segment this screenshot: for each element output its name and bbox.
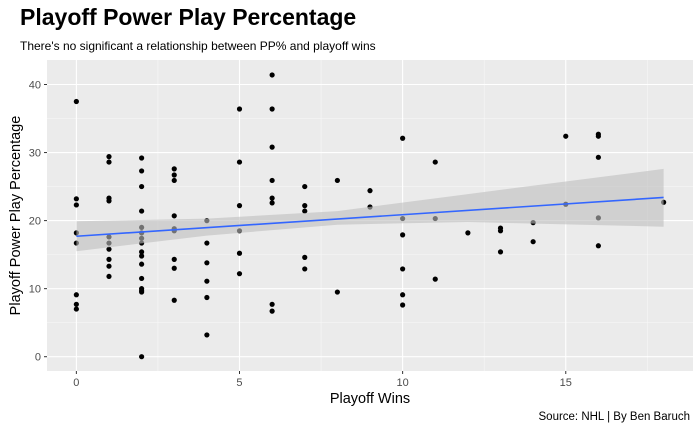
data-point — [400, 302, 406, 308]
data-point — [530, 239, 536, 245]
data-point — [400, 135, 406, 141]
trend-line — [76, 196, 664, 238]
data-point — [236, 250, 243, 256]
data-point — [106, 198, 112, 204]
data-point — [269, 144, 275, 150]
data-point — [171, 177, 177, 184]
data-point — [139, 275, 145, 282]
data-point — [497, 228, 504, 234]
data-point — [269, 200, 275, 206]
data-point — [432, 276, 438, 282]
data-point — [497, 249, 504, 255]
data-point — [334, 289, 340, 295]
data-point — [400, 232, 406, 238]
data-point — [139, 183, 145, 190]
y-axis-ticks: 0 10 20 30 40 — [29, 79, 47, 364]
x-tick-label: 15 — [560, 377, 572, 389]
data-point — [171, 265, 177, 271]
data-point — [139, 155, 145, 161]
data-point — [400, 266, 406, 272]
data-point — [171, 297, 177, 303]
data-point — [236, 203, 243, 209]
data-point — [204, 278, 210, 284]
x-axis-title: Playoff Wins — [330, 391, 410, 407]
data-point — [139, 261, 145, 267]
data-point — [171, 213, 177, 219]
data-point — [302, 208, 308, 214]
data-point — [269, 195, 275, 201]
y-axis-title: Playoff Power Play Percentage — [8, 116, 24, 316]
data-point — [106, 159, 112, 165]
y-tick-label: 10 — [29, 284, 41, 296]
data-point — [73, 98, 79, 105]
data-point — [73, 301, 79, 307]
data-point — [73, 196, 79, 202]
data-point — [106, 273, 112, 280]
x-tick-label: 10 — [397, 377, 409, 389]
data-point — [139, 208, 145, 214]
data-point — [432, 159, 438, 165]
source-caption: Source: NHL | By Ben Baruch — [538, 411, 691, 423]
data-point — [269, 308, 275, 314]
data-point — [367, 188, 373, 194]
chart-subtitle: There's no significant a relationship be… — [20, 39, 376, 53]
data-point — [302, 254, 308, 260]
data-point — [236, 159, 243, 165]
data-point — [73, 306, 79, 312]
data-point — [106, 154, 112, 160]
data-point — [302, 203, 308, 209]
data-point — [106, 246, 112, 252]
data-point — [563, 133, 569, 139]
x-axis-ticks: 0 5 10 15 — [73, 371, 572, 389]
data-point — [269, 301, 275, 307]
chart-title: Playoff Power Play Percentage — [20, 4, 357, 30]
data-point — [465, 230, 471, 236]
data-point — [204, 332, 210, 338]
data-point — [400, 292, 406, 298]
data-point — [269, 106, 275, 112]
data-point — [236, 106, 243, 112]
data-point — [139, 168, 145, 174]
y-tick-label: 40 — [29, 79, 41, 91]
data-point — [204, 240, 210, 246]
data-point — [269, 177, 275, 184]
data-point — [171, 172, 177, 178]
y-tick-label: 30 — [29, 148, 41, 160]
data-point — [139, 354, 145, 360]
data-point — [106, 263, 112, 269]
y-tick-label: 0 — [35, 352, 41, 364]
data-point — [269, 72, 275, 78]
data-point — [204, 294, 210, 301]
data-point — [334, 177, 340, 184]
data-point — [302, 266, 308, 272]
data-point — [139, 249, 145, 255]
data-point — [171, 166, 177, 172]
data-point — [139, 289, 145, 295]
data-point — [204, 260, 210, 266]
data-point — [236, 271, 243, 277]
data-point — [73, 292, 79, 298]
data-point — [106, 256, 112, 262]
data-point — [139, 253, 145, 259]
confidence-band — [76, 168, 664, 252]
data-point — [171, 256, 177, 262]
x-tick-label: 5 — [236, 377, 242, 389]
data-point — [302, 183, 308, 190]
data-point — [595, 154, 601, 160]
data-points — [73, 72, 667, 360]
x-tick-label: 0 — [73, 377, 79, 389]
data-point — [73, 202, 79, 208]
data-point — [595, 243, 601, 249]
y-tick-label: 20 — [29, 216, 41, 228]
data-point — [595, 133, 601, 139]
